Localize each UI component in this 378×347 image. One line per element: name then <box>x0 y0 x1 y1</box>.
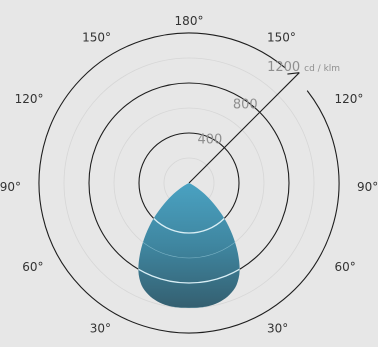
angle-label-60-right: 60° <box>334 260 355 274</box>
angle-label-30-left: 30° <box>90 321 111 335</box>
lobe-ring-600 <box>138 182 240 259</box>
angle-label-150-right: 150° <box>267 31 296 45</box>
intensity-lobe <box>138 182 240 308</box>
angle-label-180-top: 180° <box>175 14 204 28</box>
angle-label-120-left: 120° <box>15 92 44 106</box>
ring-label-800: 800 <box>233 97 258 112</box>
marker-line-edge <box>287 72 300 75</box>
angle-label-30-right: 30° <box>267 321 288 335</box>
angle-label-60-left: 60° <box>22 260 43 274</box>
marker-line <box>188 72 300 184</box>
grid-ring-1200 <box>38 32 340 334</box>
angle-label-120-right: 120° <box>334 92 363 106</box>
lobe-ring-800 <box>138 182 240 284</box>
ring-label-400: 400 <box>198 133 223 148</box>
unit-label: cd / klm <box>304 64 340 74</box>
angle-label-150-left: 150° <box>82 31 111 45</box>
angle-label-90-right: 90° <box>357 180 378 194</box>
angle-label-90-left: 90° <box>0 180 21 194</box>
ring-label-1200: 1200 cd / klm <box>267 60 340 75</box>
